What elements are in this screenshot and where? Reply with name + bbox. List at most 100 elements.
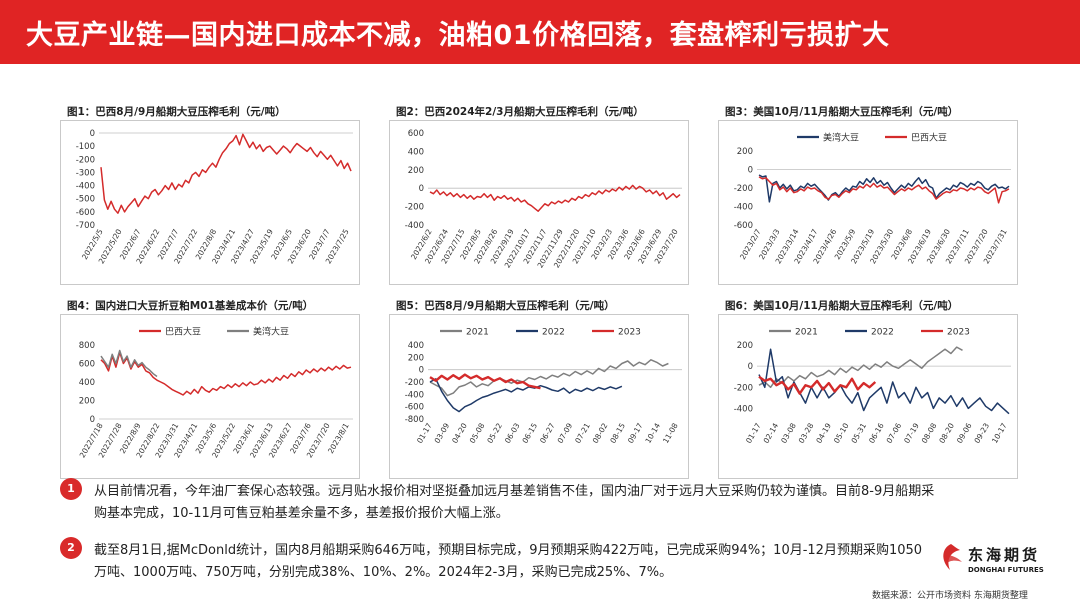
series-line <box>100 349 158 378</box>
y-tick-label: -400 <box>405 221 424 231</box>
chart-title: 图2：巴西2024年2/3月船期大豆压榨毛利（元/吨） <box>396 106 644 118</box>
legend-label: 美湾大豆 <box>253 326 289 338</box>
chart-title: 图1：巴西8月/9月船期大豆压榨毛利（元/吨） <box>67 106 286 118</box>
y-tick-label: 200 <box>737 341 753 351</box>
legend-label: 2022 <box>542 328 565 338</box>
y-tick-label: -400 <box>76 182 95 192</box>
x-tick-label: 08-15 <box>608 421 627 445</box>
y-tick-label: -300 <box>76 168 95 178</box>
x-tick-label: 05-10 <box>832 421 851 445</box>
series-line <box>429 373 541 390</box>
page-title: 大豆产业链—国内进口成本不减，油粕01价格回落，套盘榨利亏损扩大 <box>26 20 890 51</box>
y-tick-label: -400 <box>734 203 753 213</box>
x-tick-label: 05-22 <box>485 421 504 445</box>
y-tick-label: -600 <box>405 403 424 413</box>
legend-label: 2022 <box>871 328 894 338</box>
x-tick-label: 01-17 <box>744 421 763 445</box>
chart-panel-3: 图3：美国10月/11月船期大豆压榨毛利（元/吨） 200 0 -200 -400 -6… <box>718 106 1018 285</box>
y-tick-label: 0 <box>90 415 95 425</box>
x-tick-label: 07-09 <box>556 421 575 445</box>
y-tick-label: 0 <box>748 362 753 372</box>
y-tick-label: -700 <box>76 221 95 231</box>
legend-label: 巴西大豆 <box>165 326 201 338</box>
chart-title: 图5：巴西8月/9月船期大豆压榨毛利（元/吨） <box>396 300 615 312</box>
x-tick-label: 10-17 <box>990 421 1009 445</box>
x-tick-label: 07-19 <box>902 421 921 445</box>
y-tick-label: 400 <box>408 147 424 157</box>
y-tick-label: -500 <box>76 195 95 205</box>
series-line <box>758 375 877 395</box>
x-tick-label: 05-08 <box>468 421 487 445</box>
y-tick-label: -400 <box>405 390 424 400</box>
note-text: 从目前情况看，今年油厂套保心态较强。远月贴水报价相对坚挺叠加远月基差销售不佳，国… <box>94 484 935 521</box>
x-tick-label: 11-08 <box>661 421 680 445</box>
x-tick-label: 06-03 <box>503 421 522 445</box>
chart-svg: 80060040020002022/7/182022/7/282022/8/92… <box>78 326 353 459</box>
x-tick-label: 08-20 <box>937 421 956 445</box>
chart-panel-4: 图4：国内进口大豆折豆粕M01基差成本价（元/吨） 800 600 400 200 0 2… <box>60 300 360 479</box>
chart-svg: 2000-200-40001-1702-1403-0803-2804-1905-… <box>734 328 1011 445</box>
x-tick-label: 06-16 <box>867 421 886 445</box>
y-tick-label: 800 <box>79 341 95 351</box>
series-line <box>758 176 1010 204</box>
y-tick-label: 200 <box>737 147 753 157</box>
y-tick-label: 600 <box>408 129 424 139</box>
series-line <box>100 351 352 396</box>
x-tick-label: 08-02 <box>591 421 610 445</box>
chart-title: 图4：国内进口大豆折豆粕M01基差成本价（元/吨） <box>67 300 314 312</box>
y-tick-label: -600 <box>76 208 95 218</box>
y-tick-label: 0 <box>419 366 424 376</box>
x-tick-label: 03-28 <box>797 421 816 445</box>
legend-label: 2021 <box>795 328 818 338</box>
chart-panel-1: 图1：巴西8月/9月船期大豆压榨毛利（元/吨） 0 -100 -200 -300 -40… <box>60 106 360 285</box>
series-line <box>429 378 623 413</box>
x-tick-label: 02-14 <box>762 421 781 445</box>
y-tick-label: 0 <box>748 166 753 176</box>
chart-title: 图6：美国10月/11月船期大豆压榨毛利（元/吨） <box>725 300 959 312</box>
x-tick-label: 09-23 <box>972 421 991 445</box>
data-source-note: 数据来源：公开市场资料 东海期货整理 <box>872 591 1028 601</box>
legend-label: 巴西大豆 <box>911 132 947 144</box>
note-text: 截至8月1日,据McDonld统计，国内8月船期采购646万吨，预期目标完成，9… <box>94 543 923 580</box>
chart-title: 图3：美国10月/11月船期大豆压榨毛利（元/吨） <box>725 106 959 118</box>
series-line <box>100 133 352 214</box>
y-tick-label: -400 <box>734 404 753 414</box>
y-tick-label: 200 <box>408 166 424 176</box>
series-line <box>429 184 681 212</box>
x-tick-label: 07-06 <box>885 421 904 445</box>
y-tick-label: -200 <box>405 378 424 388</box>
y-tick-label: -100 <box>76 142 95 152</box>
note-number-badge: 1 <box>60 478 82 500</box>
logo-text-cn: 东海期货 <box>968 546 1041 564</box>
x-tick-label: 10-14 <box>643 421 662 445</box>
chart-panel-2: 图2：巴西2024年2/3月船期大豆压榨毛利（元/吨） 600 400 200 0 -2… <box>389 106 689 285</box>
y-tick-label: 400 <box>408 341 424 351</box>
x-tick-label: 06-27 <box>538 421 557 445</box>
y-tick-label: -800 <box>405 415 424 425</box>
y-tick-label: -200 <box>734 383 753 393</box>
legend-label: 美湾大豆 <box>823 132 859 144</box>
y-tick-label: -600 <box>734 221 753 231</box>
chart-svg: 4002000-200-400-600-80001-1703-0904-2005… <box>405 328 682 445</box>
series-line <box>758 348 1010 415</box>
company-logo: 东海期货 DONGHAI FUTURES <box>936 540 1054 580</box>
y-tick-label: 0 <box>419 184 424 194</box>
series-line <box>429 359 669 397</box>
x-tick-label: 03-09 <box>433 421 452 445</box>
series-line <box>758 346 963 389</box>
legend-label: 2023 <box>618 328 641 338</box>
y-tick-label: -200 <box>405 203 424 213</box>
y-tick-label: -200 <box>734 184 753 194</box>
header-banner: 大豆产业链—国内进口成本不减，油粕01价格回落，套盘榨利亏损扩大 <box>0 0 1080 64</box>
y-tick-label: 400 <box>79 378 95 388</box>
chart-svg: 6004002000-200-4002022/6/22022/6/242022/… <box>405 129 682 269</box>
chart-svg: 0-100-200-300-400-500-600-7002022/5/5202… <box>76 129 353 265</box>
series-line <box>758 174 1010 203</box>
chart-panel-6: 图6：美国10月/11月船期大豆压榨毛利（元/吨） 200 0 -200 -400 01… <box>718 300 1018 479</box>
x-tick-label: 04-19 <box>814 421 833 445</box>
chart-panel-5: 图5：巴西8月/9月船期大豆压榨毛利（元/吨） 400 200 0 -200 -400 -… <box>389 300 689 479</box>
y-tick-label: 0 <box>90 129 95 139</box>
x-tick-label: 05-31 <box>849 421 868 445</box>
logo-text-en: DONGHAI FUTURES <box>968 566 1044 574</box>
x-tick-label: 08-08 <box>920 421 939 445</box>
